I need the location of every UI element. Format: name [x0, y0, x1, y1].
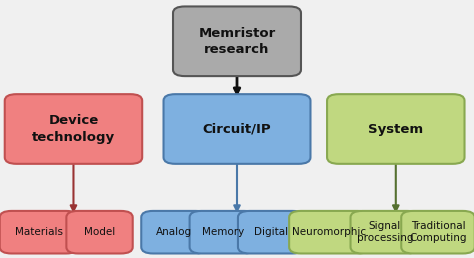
Text: Memory: Memory — [201, 227, 244, 237]
Text: Device
technology: Device technology — [32, 115, 115, 143]
FancyBboxPatch shape — [164, 94, 310, 164]
FancyBboxPatch shape — [5, 94, 142, 164]
FancyBboxPatch shape — [173, 6, 301, 76]
FancyBboxPatch shape — [66, 211, 133, 253]
FancyBboxPatch shape — [289, 211, 370, 253]
FancyBboxPatch shape — [190, 211, 256, 253]
FancyBboxPatch shape — [350, 211, 419, 253]
Text: Circuit/IP: Circuit/IP — [203, 123, 271, 135]
FancyBboxPatch shape — [238, 211, 304, 253]
FancyBboxPatch shape — [141, 211, 208, 253]
FancyBboxPatch shape — [0, 211, 78, 253]
Text: Materials: Materials — [15, 227, 63, 237]
Text: Model: Model — [84, 227, 115, 237]
Text: Digital: Digital — [254, 227, 288, 237]
Text: Neuromorphic: Neuromorphic — [292, 227, 366, 237]
Text: Memristor
research: Memristor research — [199, 27, 275, 56]
Text: Signal
processing: Signal processing — [356, 221, 413, 243]
Text: Traditional
Computing: Traditional Computing — [409, 221, 467, 243]
Text: System: System — [368, 123, 423, 135]
FancyBboxPatch shape — [327, 94, 465, 164]
FancyBboxPatch shape — [401, 211, 474, 253]
Text: Analog: Analog — [156, 227, 192, 237]
